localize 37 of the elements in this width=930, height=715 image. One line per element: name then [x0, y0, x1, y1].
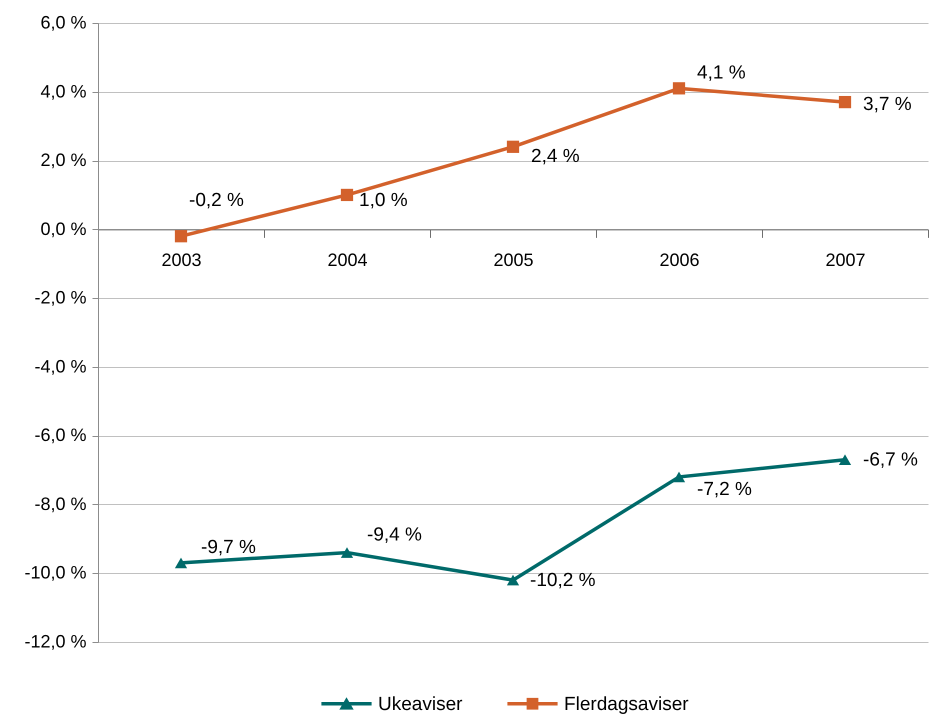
legend-label: Ukeaviser	[378, 694, 464, 715]
point	[340, 547, 354, 558]
y-tick-label: 2,0 %	[40, 150, 86, 170]
point	[838, 454, 852, 466]
point	[672, 472, 686, 482]
data-label: 4,1 %	[697, 62, 746, 84]
data-label: -0,2 %	[189, 190, 244, 212]
point	[506, 140, 520, 153]
data-label: 2,4 %	[531, 146, 580, 167]
x-tick-label: 2007	[825, 250, 866, 270]
x-tick-label: 2004	[327, 250, 368, 270]
data-label: -9,7 %	[201, 536, 256, 558]
point	[174, 230, 188, 242]
data-label: 3,7 %	[863, 94, 912, 116]
x-tick-label: 2006	[659, 250, 700, 270]
point	[340, 188, 354, 202]
data-label: -6,7 %	[863, 450, 918, 471]
data-label: -9,4 %	[367, 524, 422, 546]
point	[838, 96, 852, 108]
legend-label: Flerdagsaviser	[564, 694, 690, 715]
x-tick-label: 2003	[161, 250, 202, 270]
data-label: -10,2 %	[530, 570, 596, 592]
y-tick-label: -6,0 %	[34, 425, 86, 446]
point	[506, 574, 520, 586]
point	[174, 558, 188, 568]
data-label: 1,0 %	[359, 190, 408, 211]
y-tick-label: -12,0 %	[24, 632, 86, 652]
y-tick-label: 4,0 %	[40, 81, 86, 102]
point	[672, 82, 686, 94]
y-tick-label: 0,0 %	[40, 218, 86, 239]
y-tick-label: -2,0 %	[34, 288, 86, 308]
y-tick-label: -10,0 %	[24, 562, 86, 583]
data-label: -7,2 %	[697, 478, 752, 500]
y-tick-label: -4,0 %	[34, 356, 86, 376]
x-tick-label: 2005	[493, 250, 534, 270]
y-tick-label: -8,0 %	[34, 494, 86, 514]
y-tick-label: 6,0 %	[40, 12, 86, 32]
